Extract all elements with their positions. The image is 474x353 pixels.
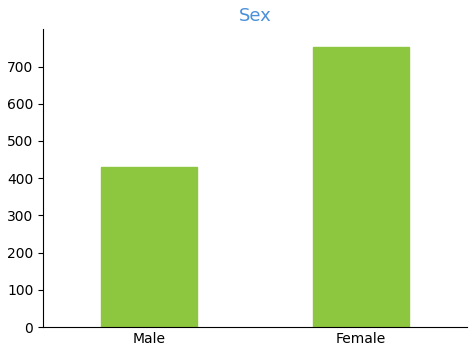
Bar xyxy=(101,167,197,327)
Bar xyxy=(313,47,409,327)
Title: Sex: Sex xyxy=(239,7,272,25)
